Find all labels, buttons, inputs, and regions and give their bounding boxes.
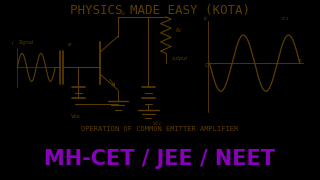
Text: output: output: [172, 57, 188, 61]
Text: $V_{CC}$: $V_{CC}$: [151, 119, 163, 128]
Text: i: i: [12, 41, 14, 46]
Text: O: O: [205, 64, 208, 68]
Text: $i_C$: $i_C$: [204, 14, 210, 23]
Text: MH-CET / JEE / NEET: MH-CET / JEE / NEET: [44, 149, 276, 169]
Text: $i_C$: $i_C$: [121, 10, 127, 19]
Text: OPERATION OF COMMON EMITTER AMPLIFIER: OPERATION OF COMMON EMITTER AMPLIFIER: [81, 126, 239, 132]
Text: $V_{BB}$: $V_{BB}$: [70, 112, 81, 121]
Text: Signal: Signal: [19, 40, 34, 45]
Text: $R_C$: $R_C$: [175, 26, 183, 35]
Text: $i_C$: $i_C$: [299, 56, 304, 65]
Text: PHYSICS MADE EASY (KOTA): PHYSICS MADE EASY (KOTA): [70, 4, 250, 17]
Text: $i_{C2}$: $i_{C2}$: [281, 14, 289, 23]
Text: $i_B$: $i_B$: [67, 40, 73, 49]
